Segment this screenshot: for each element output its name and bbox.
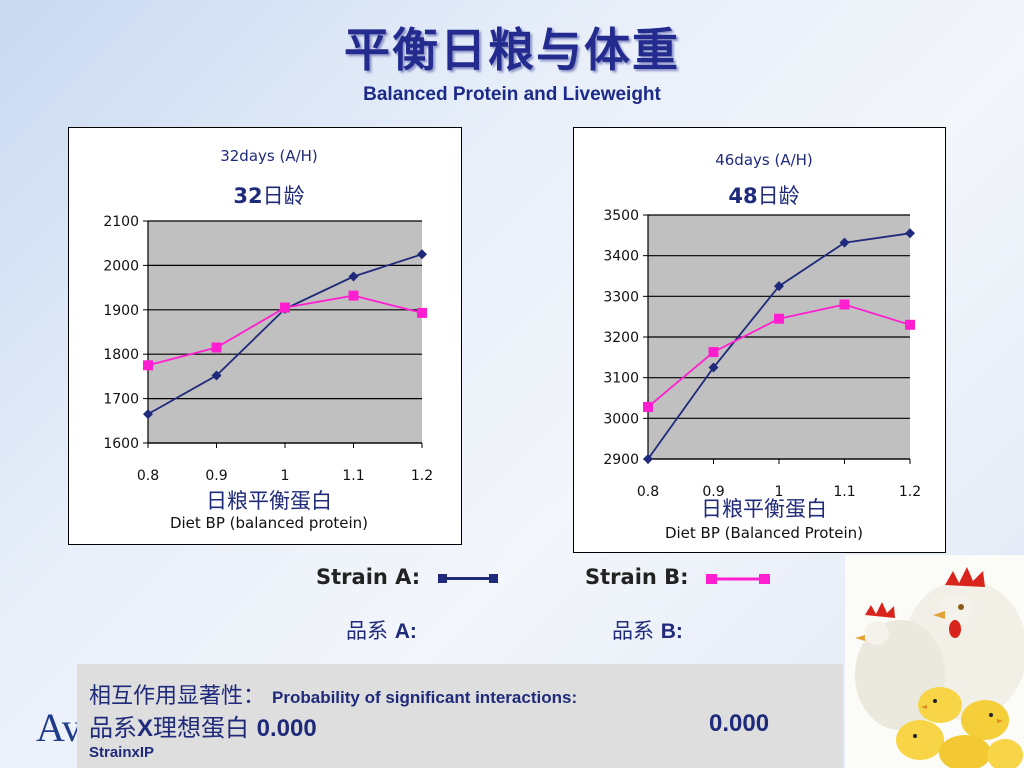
chart-32days: 32days (A/H) 32日龄 1600 1700 1800 1900 2000 2100… [103, 147, 433, 532]
interaction-row-ip-cn: 理想蛋白 [153, 714, 250, 742]
x-tick-label: 1.1 [833, 484, 855, 500]
chart-panel-32days: 32days (A/H) 32日龄 1600 1700 1800 1900 2000 2100… [68, 127, 462, 545]
data-point-strain-b [280, 302, 290, 313]
legend-strain-b-label: Strain B: [585, 565, 689, 589]
interaction-heading-cn: 相互作用显著性： [89, 684, 266, 709]
chart-title-cn-num: 32 [233, 184, 262, 208]
legend-strain-a-cn-text: 品系 [346, 619, 388, 643]
x-axis-label-cn: 日粮平衡蛋白 [206, 489, 332, 513]
x-tick-label: 1.2 [899, 484, 921, 500]
legend-strain-b-cn-text: 品系 [612, 619, 654, 643]
data-point-strain-b [905, 319, 915, 330]
x-tick-label: 1 [775, 484, 784, 500]
legend-strain-a: Strain A: [316, 565, 504, 589]
data-point-strain-a [643, 454, 653, 464]
chart-title-cn: 48日龄 [728, 184, 799, 208]
data-point-strain-b [211, 342, 222, 353]
legend-strain-a-swatch [437, 574, 498, 583]
interaction-value-48days: 0.000 [709, 710, 770, 737]
data-point-strain-a [774, 281, 784, 292]
y-tick-label: 3500 [603, 208, 639, 224]
x-axis-label-cn: 日粮平衡蛋白 [701, 497, 827, 521]
y-tick-label: 3200 [603, 330, 639, 346]
interaction-value-32days: 0.000 [256, 715, 317, 742]
x-tick-label: 1.1 [342, 468, 364, 484]
data-point-strain-b [643, 401, 653, 412]
interaction-row: 品系X理想蛋白 0.000 [89, 708, 317, 743]
x-axis-label: Diet BP (Balanced Protein) [665, 524, 863, 542]
legend-strain-b-swatch [705, 574, 770, 584]
chart-title: 32days (A/H) [220, 147, 318, 165]
plot-area [148, 221, 422, 443]
legend-strain-a-cn-letter: A: [394, 620, 417, 643]
y-tick-label: 2100 [103, 214, 139, 230]
y-tick-label: 2000 [103, 258, 139, 274]
chart-title-cn-text: 日龄 [263, 184, 305, 208]
legend-strain-b: Strain B: [585, 565, 776, 589]
x-tick-label: 0.9 [205, 468, 227, 484]
page-subtitle: Balanced Protein and Liveweight [363, 84, 661, 105]
data-point-strain-b [143, 360, 153, 371]
interaction-info-box: 相互作用显著性： Probability of significant inte… [77, 664, 843, 768]
data-point-strain-a [839, 237, 850, 248]
x-tick-label: 0.8 [637, 484, 659, 500]
interaction-row-x: X [137, 715, 154, 742]
y-tick-label: 1600 [103, 436, 139, 452]
data-point-strain-a [211, 370, 222, 381]
chart-48days: 46days (A/H) 48日龄 2900 3000 3100 3200 3300 3400… [603, 151, 921, 542]
x-tick-label: 1.2 [411, 468, 433, 484]
page-title: 平衡日粮与体重 [344, 23, 680, 77]
y-tick-label: 3400 [603, 249, 639, 265]
interaction-heading: 相互作用显著性： Probability of significant inte… [89, 678, 577, 710]
company-logo: Av [36, 705, 78, 750]
chart-title-cn-text: 日龄 [758, 184, 800, 208]
legend-strain-b-cn: 品系 B: [612, 615, 683, 645]
chart-panel-48days: 46days (A/H) 48日龄 2900 3000 3100 3200 3300 3400… [573, 127, 946, 553]
chart-title-cn-num: 48 [728, 184, 757, 208]
chart-title: 46days (A/H) [715, 151, 813, 169]
data-point-strain-a [417, 249, 427, 260]
x-axis-label: Diet BP (balanced protein) [170, 514, 368, 532]
x-tick-label: 0.9 [702, 484, 724, 500]
data-point-strain-b [708, 347, 719, 358]
chickens-illustration [845, 555, 1024, 768]
y-tick-label: 3300 [603, 289, 639, 305]
y-tick-label: 1900 [103, 303, 139, 319]
data-point-strain-b [348, 290, 359, 301]
data-point-strain-a [143, 409, 153, 420]
y-tick-label: 1700 [103, 392, 139, 408]
data-point-strain-b [839, 299, 850, 310]
chart-title-cn: 32日龄 [233, 184, 304, 208]
legend-strain-a-cn: 品系 A: [346, 615, 417, 645]
interaction-label-en: StrainxIP [89, 744, 155, 761]
x-tick-label: 1 [281, 468, 290, 484]
y-tick-label: 3000 [603, 411, 639, 427]
data-point-strain-b [417, 307, 427, 318]
y-tick-label: 2900 [603, 452, 639, 468]
data-point-strain-a [708, 362, 719, 373]
interaction-heading-en: Probability of significant interactions: [272, 688, 578, 707]
x-tick-label: 0.8 [137, 468, 159, 484]
y-tick-label: 1800 [103, 347, 139, 363]
legend-strain-a-label: Strain A: [316, 565, 421, 589]
legend-strain-b-cn-letter: B: [660, 620, 683, 643]
y-tick-label: 3100 [603, 371, 639, 387]
interaction-row-strain-cn: 品系 [89, 714, 137, 742]
data-point-strain-a [348, 271, 359, 282]
data-point-strain-b [774, 313, 784, 324]
data-point-strain-a [905, 228, 915, 239]
